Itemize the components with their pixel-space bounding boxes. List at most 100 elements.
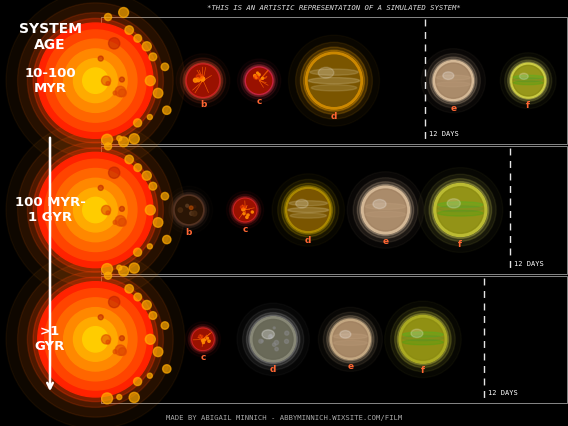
Circle shape	[288, 190, 329, 230]
Ellipse shape	[333, 334, 367, 339]
Circle shape	[275, 347, 278, 351]
Circle shape	[253, 320, 293, 359]
Circle shape	[186, 64, 220, 98]
Circle shape	[133, 248, 141, 256]
Circle shape	[73, 188, 118, 232]
Ellipse shape	[333, 340, 367, 345]
Circle shape	[245, 66, 274, 95]
FancyBboxPatch shape	[101, 17, 567, 144]
Circle shape	[269, 335, 272, 339]
Circle shape	[113, 91, 117, 95]
Circle shape	[402, 318, 444, 360]
Ellipse shape	[443, 72, 454, 80]
Circle shape	[98, 185, 103, 190]
Circle shape	[504, 57, 552, 104]
Text: 12 DAYS: 12 DAYS	[429, 131, 459, 137]
Circle shape	[133, 377, 141, 386]
Circle shape	[125, 155, 133, 164]
Circle shape	[391, 307, 455, 371]
FancyBboxPatch shape	[101, 147, 567, 273]
Circle shape	[192, 211, 197, 216]
Circle shape	[147, 373, 152, 378]
Ellipse shape	[308, 78, 360, 84]
Text: e: e	[347, 363, 353, 371]
Ellipse shape	[513, 75, 543, 79]
Circle shape	[192, 328, 214, 350]
Circle shape	[117, 394, 122, 400]
Text: SYSTEM
AGE: SYSTEM AGE	[19, 22, 81, 52]
Circle shape	[125, 26, 133, 35]
Circle shape	[303, 50, 365, 111]
Circle shape	[257, 72, 258, 74]
Ellipse shape	[196, 74, 203, 79]
Ellipse shape	[403, 336, 443, 341]
Circle shape	[83, 327, 108, 352]
Circle shape	[437, 187, 484, 233]
Circle shape	[142, 42, 151, 51]
Ellipse shape	[254, 75, 259, 79]
Circle shape	[119, 348, 126, 356]
Circle shape	[190, 212, 193, 215]
Circle shape	[37, 282, 153, 397]
Circle shape	[129, 392, 139, 403]
Circle shape	[153, 88, 163, 98]
Circle shape	[187, 65, 219, 96]
Circle shape	[27, 271, 164, 407]
Ellipse shape	[436, 82, 470, 87]
Circle shape	[129, 263, 139, 273]
Circle shape	[125, 285, 133, 293]
Circle shape	[201, 77, 204, 81]
Ellipse shape	[520, 73, 528, 79]
Ellipse shape	[436, 75, 470, 80]
Circle shape	[33, 277, 158, 402]
Circle shape	[161, 322, 169, 329]
Text: *THIS IS AN ARTISTIC REPRESENTATION OF A SIMULATED SYSTEM*: *THIS IS AN ARTISTIC REPRESENTATION OF A…	[207, 5, 461, 11]
Circle shape	[18, 262, 173, 417]
Circle shape	[27, 142, 164, 278]
Ellipse shape	[311, 85, 357, 91]
Circle shape	[188, 325, 218, 354]
Ellipse shape	[199, 335, 203, 338]
Circle shape	[108, 38, 120, 49]
Circle shape	[259, 339, 263, 343]
Text: c: c	[243, 225, 248, 233]
Ellipse shape	[296, 199, 308, 208]
Text: d: d	[331, 112, 337, 121]
Circle shape	[331, 319, 370, 360]
Text: 100 MYR-
1 GYR: 100 MYR- 1 GYR	[15, 196, 85, 224]
Circle shape	[102, 335, 111, 344]
Circle shape	[190, 326, 216, 352]
Circle shape	[235, 199, 256, 221]
Circle shape	[64, 178, 127, 242]
Circle shape	[256, 77, 257, 78]
Circle shape	[395, 311, 451, 368]
Circle shape	[249, 315, 298, 363]
Circle shape	[102, 393, 112, 404]
Circle shape	[511, 63, 546, 98]
Circle shape	[429, 179, 492, 241]
Circle shape	[162, 106, 171, 115]
Circle shape	[247, 68, 272, 93]
Circle shape	[251, 211, 253, 213]
Circle shape	[273, 343, 276, 346]
Circle shape	[241, 62, 277, 99]
Circle shape	[243, 309, 304, 370]
Text: MADE BY ABIGAIL MINNICH - ABBYMINNICH.WIXSITE.COM/FILM: MADE BY ABIGAIL MINNICH - ABBYMINNICH.WI…	[166, 415, 402, 421]
Circle shape	[424, 174, 496, 246]
Ellipse shape	[310, 69, 358, 75]
Circle shape	[258, 74, 260, 76]
Circle shape	[229, 194, 261, 226]
Circle shape	[207, 337, 208, 339]
Circle shape	[178, 208, 182, 212]
Circle shape	[149, 53, 157, 61]
Circle shape	[360, 184, 411, 236]
Circle shape	[285, 331, 289, 335]
Circle shape	[106, 340, 110, 344]
Circle shape	[106, 211, 110, 215]
Circle shape	[33, 148, 158, 272]
Circle shape	[133, 119, 141, 127]
Circle shape	[45, 288, 146, 390]
Circle shape	[197, 78, 198, 80]
Circle shape	[426, 54, 481, 108]
Circle shape	[37, 153, 153, 268]
